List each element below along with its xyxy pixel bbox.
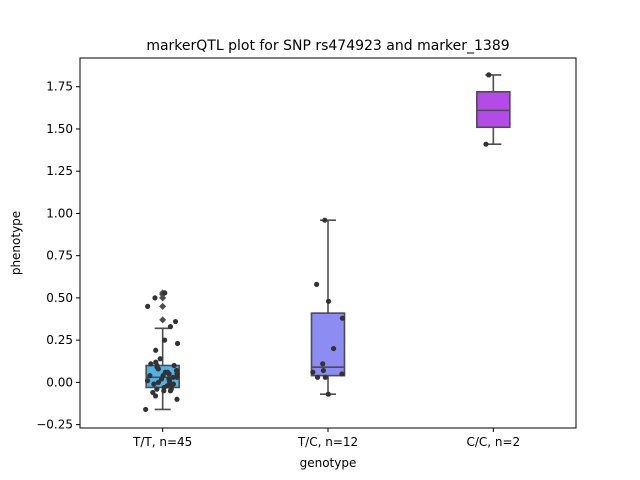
data-point: [173, 367, 180, 374]
y-tick-label: 0.00: [46, 375, 73, 389]
data-point: [322, 374, 328, 380]
y-tick-label: −0.25: [36, 418, 73, 432]
data-point: [154, 386, 160, 392]
data-point: [170, 374, 176, 380]
plot-area: [143, 72, 511, 413]
data-point: [162, 337, 168, 343]
y-axis: −0.25 0.00 0.25 0.50 0.75 1.00 1.25 1.50 1.75: [36, 80, 80, 432]
data-point: [486, 72, 492, 78]
y-axis-title: phenotype: [9, 211, 23, 275]
data-point: [153, 347, 159, 353]
outlier-marker: [159, 316, 167, 324]
data-point: [152, 295, 158, 301]
data-point: [325, 298, 332, 304]
x-axis-title: genotype: [300, 456, 357, 470]
data-point: [320, 361, 326, 367]
data-point: [325, 391, 331, 397]
data-point: [153, 359, 159, 365]
data-point: [147, 373, 153, 379]
data-point: [339, 315, 346, 321]
data-point: [339, 371, 345, 377]
y-tick-label: 1.25: [46, 164, 73, 178]
x-tick-label: C/C, n=2: [466, 435, 520, 449]
data-point: [171, 362, 177, 369]
data-point: [172, 318, 179, 325]
data-point: [145, 303, 151, 309]
data-point: [322, 217, 328, 223]
data-point: [314, 374, 321, 380]
chart-title: markerQTL plot for SNP rs474923 and mark…: [146, 38, 509, 54]
data-point: [155, 379, 161, 385]
data-point: [150, 389, 156, 396]
box: [476, 90, 511, 129]
x-tick-label: T/T, n=45: [132, 435, 192, 449]
data-point: [320, 367, 327, 374]
data-point: [144, 378, 151, 384]
y-tick-label: 1.75: [46, 80, 73, 94]
data-point: [483, 141, 489, 147]
data-point: [314, 281, 320, 287]
x-tick-label: T/C, n=12: [297, 435, 358, 449]
data-point: [167, 324, 174, 330]
data-point: [157, 356, 163, 362]
data-point: [148, 361, 154, 367]
y-tick-label: 1.00: [46, 206, 73, 220]
y-tick-label: 1.50: [46, 122, 73, 136]
data-point: [143, 406, 149, 413]
data-point: [174, 340, 181, 347]
y-tick-label: 0.25: [46, 333, 73, 347]
data-point: [310, 369, 316, 375]
data-point: [330, 345, 337, 352]
data-point: [174, 396, 180, 402]
x-axis: T/T, n=45 T/C, n=12 C/C, n=2: [132, 428, 520, 449]
data-point: [162, 290, 168, 296]
data-point: [166, 376, 172, 382]
y-tick-label: 0.75: [46, 249, 73, 263]
box: [310, 312, 346, 377]
y-tick-label: 0.50: [46, 291, 73, 305]
data-point: [151, 381, 157, 387]
data-point: [162, 369, 168, 375]
outlier-marker: [159, 302, 167, 310]
